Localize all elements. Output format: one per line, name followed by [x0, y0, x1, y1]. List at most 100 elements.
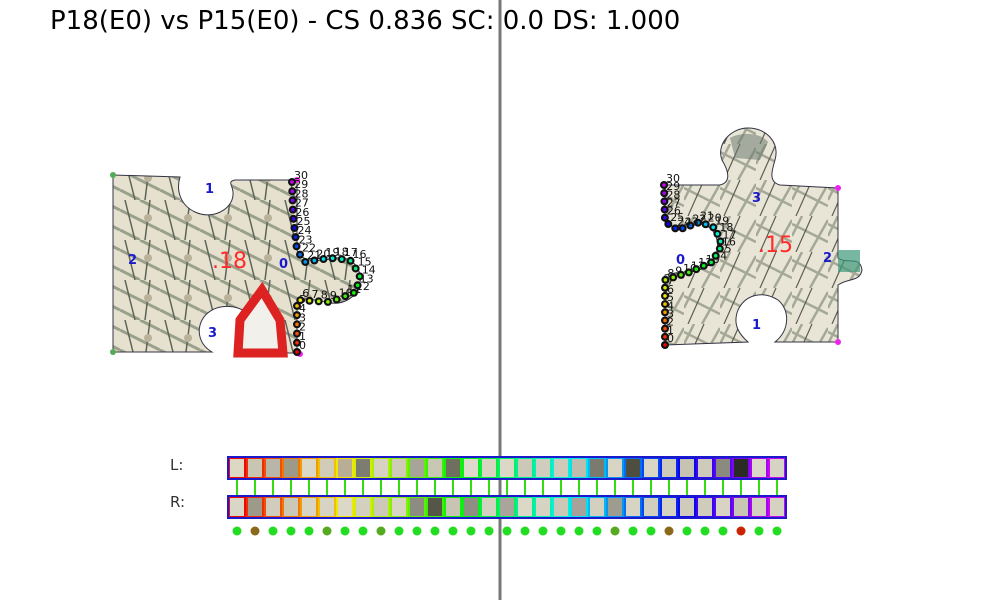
contour-point-hue: [701, 263, 706, 268]
left-piece: 0123456789101112131415161718192021222324…: [110, 169, 376, 358]
right-piece-edge-accent: [838, 250, 860, 272]
contour-point-label: 26: [295, 206, 309, 219]
contour-point-hue: [703, 222, 708, 227]
strip-match-dot: [466, 526, 476, 536]
contour-point-label: 0: [299, 339, 306, 352]
contour-point-hue: [662, 207, 667, 212]
strip-left-cell: [390, 457, 408, 479]
contour-point-label: 20: [316, 247, 330, 260]
contour-point-label: 1: [667, 324, 674, 337]
strip-match-dot: [412, 526, 422, 536]
contour-point-hue: [334, 297, 339, 302]
contour-point-label: 7: [311, 288, 318, 301]
strip-right-cell: [480, 496, 498, 518]
contour-point-hue: [663, 278, 668, 282]
strip-left-cell: [444, 457, 462, 479]
left-corner-bl: [110, 349, 116, 355]
strip-match-dot: [646, 526, 656, 536]
strip-match-dot: [718, 526, 728, 536]
contour-point-hue: [295, 331, 299, 336]
strip-right-cell: [372, 496, 390, 518]
contour-point-hue: [295, 313, 299, 317]
contour-point-label: 8: [321, 288, 328, 301]
contour-point-hue: [343, 294, 348, 298]
strip-match-dot: [376, 526, 386, 536]
strip-right-cell: [444, 496, 462, 518]
strip-match-dot: [610, 526, 620, 536]
strip-match-dot: [286, 526, 296, 536]
contour-point-hue: [290, 189, 295, 194]
strip-right-label: R:: [170, 493, 185, 511]
strip-match-dot: [268, 526, 278, 536]
strip-match-dot: [322, 526, 332, 536]
contour-point-label: 27: [667, 197, 681, 210]
contour-point-hue: [688, 223, 693, 228]
contour-point-hue: [663, 285, 667, 290]
strip-right-cell: [768, 496, 786, 518]
contour-point-label: 9: [330, 289, 337, 302]
contour-point-hue: [663, 343, 667, 347]
strip-left-cell: [372, 457, 390, 479]
contour-point-label: 29: [666, 180, 680, 193]
contour-point-label: 28: [295, 187, 309, 200]
strip-right-cell: [732, 496, 750, 518]
strip-right-frame: [227, 495, 787, 519]
contour-point-label: 2: [299, 321, 306, 334]
strip-match-dot: [340, 526, 350, 536]
contour-point-label: 19: [715, 214, 729, 227]
contour-point-hue: [292, 226, 297, 230]
strip-right-cell: [246, 496, 264, 518]
strip-left-cell: [534, 457, 552, 479]
right-edge-0: 0: [676, 253, 685, 268]
contour-point-label: 8: [667, 267, 674, 280]
strip-right-cell: [354, 496, 372, 518]
contour-point-hue: [290, 180, 294, 184]
strip-left-cell: [246, 457, 264, 479]
strip-right-cell: [624, 496, 642, 518]
strip-left-cell: [426, 457, 444, 479]
strip-left-cell: [336, 457, 354, 479]
strip-left-cell: [714, 457, 732, 479]
strip-match-dot: [394, 526, 404, 536]
contour-point-label: 2: [667, 316, 674, 329]
contour-point-hue: [696, 220, 700, 225]
contour-point-hue: [663, 302, 667, 306]
strip-match-dot: [358, 526, 368, 536]
contour-point-label: 26: [667, 205, 681, 218]
contour-point-hue: [348, 258, 353, 263]
contour-point-label: 15: [358, 255, 372, 268]
contour-point-hue: [711, 225, 716, 230]
contour-point-hue: [662, 191, 667, 195]
contour-point-label: 6: [667, 283, 674, 296]
strip-left-cell: [282, 457, 300, 479]
contour-point-label: 6: [302, 287, 309, 300]
contour-point-label: 4: [667, 299, 674, 312]
contour-point-hue: [673, 226, 678, 231]
contour-point-label: 16: [722, 236, 736, 249]
contour-point-hue: [718, 246, 722, 251]
strip-left-cell: [750, 457, 768, 479]
strip-left-frame: [227, 456, 787, 480]
strip-right-cell: [714, 496, 732, 518]
strip-left-cell: [228, 457, 246, 479]
contour-point-label: 25: [296, 215, 310, 228]
contour-point-hue: [680, 226, 685, 231]
contour-point-hue: [307, 298, 312, 303]
strip-match-dot: [448, 526, 458, 536]
comparison-title: P18(E0) vs P15(E0) - CS 0.836 SC: 0.0 DS…: [50, 6, 681, 36]
contour-point-label: 19: [325, 246, 339, 259]
strip-match-dot: [484, 526, 494, 536]
strip-match-dot: [736, 526, 746, 536]
strip-right-cell: [534, 496, 552, 518]
strip-left-cells: [227, 456, 787, 480]
right-edge-3: 3: [752, 191, 761, 206]
strip-left-cell: [462, 457, 480, 479]
contour-point-hue: [316, 299, 321, 304]
right-piece: 0123456789101112131415161718192021222324…: [660, 127, 863, 349]
strip-match-dot: [556, 526, 566, 536]
strip-match-dot: [664, 526, 674, 536]
contour-point-hue: [663, 335, 667, 339]
strip-left-cell: [264, 457, 282, 479]
strip-right-cell: [696, 496, 714, 518]
strip-match-dot: [538, 526, 548, 536]
